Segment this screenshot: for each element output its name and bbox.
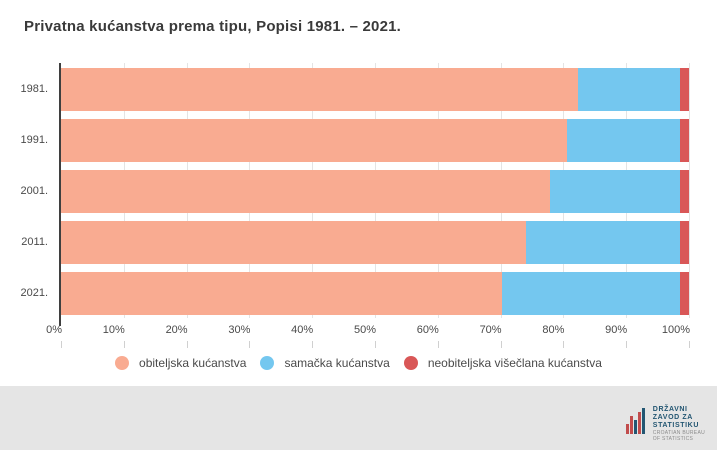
- bar-segment-1991-obiteljska[interactable]: [61, 119, 567, 162]
- legend-item-obiteljska[interactable]: obiteljska kućanstva: [115, 356, 246, 370]
- bar-segment-1981-neobiteljska[interactable]: [679, 68, 689, 111]
- y-axis-line: [59, 63, 61, 326]
- logo-line-2: ZAVOD ZA: [652, 414, 693, 421]
- x-axis-label-50%: 50%: [353, 324, 376, 336]
- x-axis-tick: [123, 341, 125, 348]
- bar-segment-2011-neobiteljska[interactable]: [679, 221, 689, 264]
- bar-segment-2011-samačka[interactable]: [525, 221, 680, 264]
- legend-label: neobiteljska višečlana kućanstva: [427, 356, 602, 370]
- x-axis-label-90%: 90%: [605, 324, 628, 336]
- bar-segment-2021-neobiteljska[interactable]: [679, 272, 689, 315]
- x-axis-tick: [689, 341, 690, 348]
- x-axis-label-70%: 70%: [479, 324, 502, 336]
- logo-line-4: CROATIAN BUREAU: [652, 430, 705, 436]
- bar-segment-2001-samačka[interactable]: [549, 170, 680, 213]
- bar-row-1991: [61, 119, 689, 162]
- x-axis-tick: [500, 341, 502, 348]
- bar-row-2001: [61, 170, 689, 213]
- chart-title: Privatna kućanstva prema tipu, Popisi 19…: [24, 18, 402, 35]
- x-axis-tick: [437, 341, 439, 348]
- legend-label: obiteljska kućanstva: [139, 356, 247, 370]
- chart-card: Privatna kućanstva prema tipu, Popisi 19…: [0, 0, 717, 386]
- x-axis-tick: [375, 341, 376, 348]
- x-axis-tick: [186, 341, 188, 348]
- bar-segment-1991-neobiteljska[interactable]: [679, 119, 689, 162]
- bar-segment-2001-obiteljska[interactable]: [61, 170, 550, 213]
- gridline-100%: [689, 63, 690, 318]
- bar-row-2021: [61, 272, 689, 315]
- bar-segment-1991-samačka[interactable]: [566, 119, 680, 162]
- x-axis-label-40%: 40%: [291, 324, 314, 336]
- bar-row-1981: [61, 68, 689, 111]
- x-axis-tick: [626, 341, 628, 348]
- legend-item-neobiteljska[interactable]: neobiteljska višečlana kućanstva: [403, 356, 602, 370]
- legend: obiteljska kućanstva samačka kućanstva neo…: [0, 356, 717, 370]
- logo-line-1: DRŽAVNI: [652, 406, 688, 413]
- legend-swatch-icon: [115, 356, 130, 370]
- x-axis-tick: [312, 341, 314, 348]
- bar-row-2011: [61, 221, 689, 264]
- x-axis-label-20%: 20%: [165, 324, 188, 336]
- bar-chart-logo-icon: [625, 408, 645, 434]
- bar-segment-1981-samačka[interactable]: [577, 68, 680, 111]
- logo-line-3: STATISTIKU: [652, 422, 699, 429]
- x-axis-tick: [563, 341, 565, 348]
- x-axis-label-60%: 60%: [416, 324, 439, 336]
- y-axis-label-2011: 2011.: [21, 236, 48, 248]
- y-axis-label-1991: 1991.: [20, 134, 48, 146]
- bar-segment-2021-obiteljska[interactable]: [61, 272, 503, 315]
- logo-line-5: OF STATISTICS: [652, 436, 694, 442]
- page-footer: DRŽAVNI ZAVOD ZA STATISTIKU CROATIAN BUR…: [0, 386, 717, 450]
- logo-text: DRŽAVNI ZAVOD ZA STATISTIKU CROATIAN BUR…: [653, 406, 705, 442]
- legend-swatch-icon: [260, 356, 275, 370]
- y-axis-label-2021: 2021.: [20, 287, 48, 299]
- legend-label: samačka kućanstva: [284, 356, 390, 370]
- dzs-logo: DRŽAVNI ZAVOD ZA STATISTIKU CROATIAN BUR…: [625, 406, 705, 442]
- x-axis-label-0%: 0%: [46, 324, 62, 336]
- bar-segment-1981-obiteljska[interactable]: [61, 68, 578, 111]
- x-axis-tick: [249, 341, 251, 348]
- bar-segment-2021-samačka[interactable]: [502, 272, 680, 315]
- y-axis-label-2001: 2001.: [20, 185, 48, 197]
- bar-segment-2001-neobiteljska[interactable]: [679, 170, 689, 213]
- x-axis-label-100%: 100%: [661, 324, 690, 336]
- x-axis-label-30%: 30%: [228, 324, 251, 336]
- legend-swatch-icon: [403, 356, 418, 370]
- y-axis-label-1981: 1981.: [20, 83, 48, 95]
- x-axis-label-10%: 10%: [102, 324, 125, 336]
- x-axis-label-80%: 80%: [542, 324, 565, 336]
- bar-segment-2011-obiteljska[interactable]: [61, 221, 526, 264]
- legend-item-samačka[interactable]: samačka kućanstva: [260, 356, 390, 370]
- plot-area: [61, 63, 701, 318]
- x-axis-tick: [61, 341, 62, 348]
